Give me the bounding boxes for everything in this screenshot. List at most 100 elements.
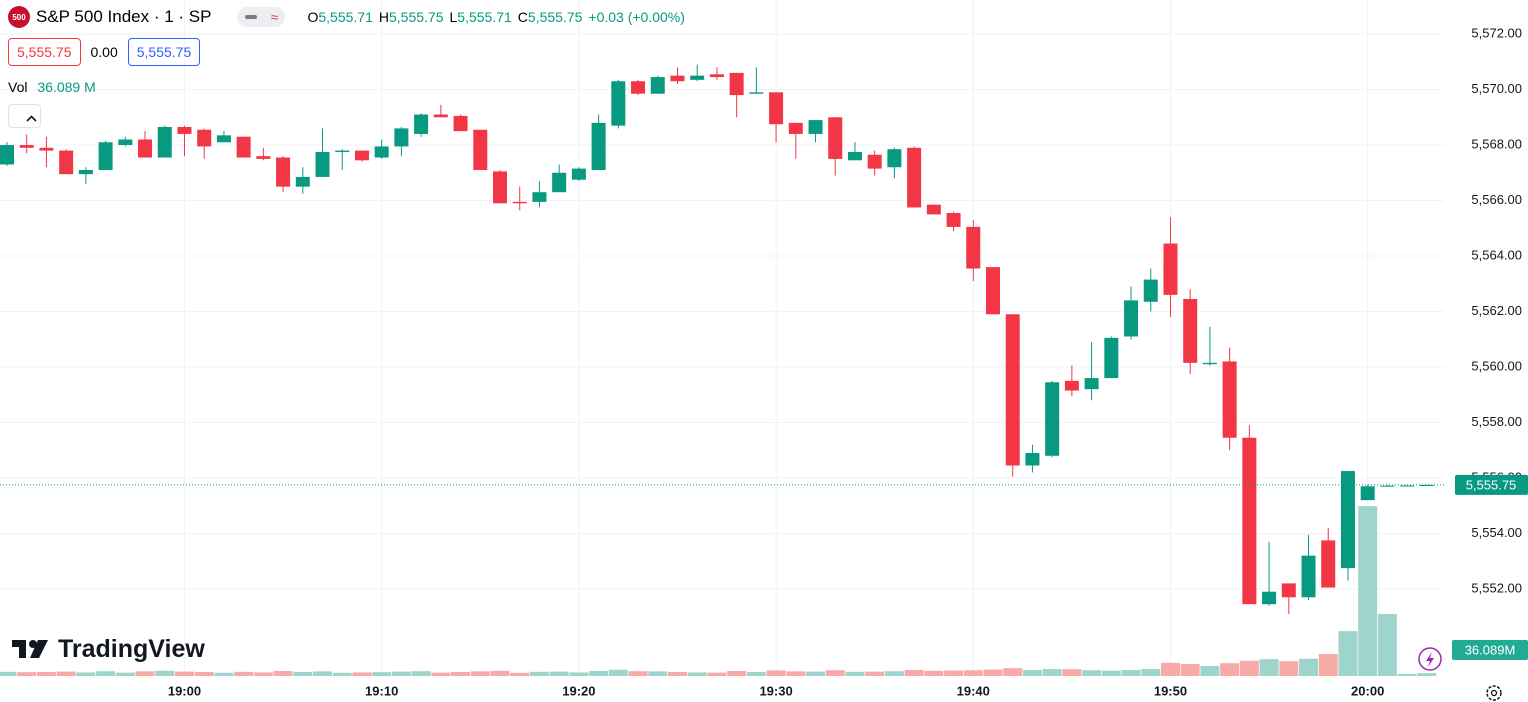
- candle-body: [197, 129, 212, 147]
- volume-bars: [0, 506, 1437, 676]
- volume-bar: [845, 671, 865, 676]
- candle-body: [59, 150, 74, 175]
- candle-body: [986, 267, 1000, 315]
- x-tick-label: 19:30: [759, 683, 792, 698]
- volume-bar: [1160, 662, 1180, 676]
- volume-bar: [194, 671, 214, 676]
- volume-bar: [648, 671, 668, 676]
- volume-key: Vol: [8, 79, 28, 95]
- volume-bar: [510, 672, 530, 676]
- candle-body: [414, 114, 429, 134]
- candle-body: [788, 122, 803, 134]
- candle-body: [532, 192, 547, 202]
- ohlc-low: L5,555.71: [449, 9, 511, 25]
- candle-body: [1400, 485, 1415, 487]
- volume-bar: [17, 672, 37, 676]
- volume-bar: [1141, 668, 1161, 676]
- candle-body: [867, 154, 882, 169]
- candle-body: [295, 176, 310, 187]
- candle-body: [78, 170, 93, 175]
- volume-legend: Vol 36.089 M: [8, 79, 96, 95]
- trade-row: 5,555.75 0.00 5,555.75: [8, 38, 201, 66]
- candles: [0, 64, 1434, 614]
- volume-bar: [1338, 631, 1358, 676]
- symbol-title[interactable]: S&P 500 Index · 1 · SP: [36, 7, 212, 26]
- volume-bar: [1003, 668, 1023, 676]
- y-tick-label: 5,564.00: [1471, 247, 1522, 262]
- gear-outer: [1486, 685, 1502, 701]
- x-tick-label: 20:00: [1351, 683, 1384, 698]
- volume-bar: [1358, 506, 1378, 676]
- gear-inner: [1490, 689, 1498, 697]
- candle-body: [1163, 243, 1178, 295]
- candle-body: [1104, 337, 1119, 379]
- volume-bar: [36, 671, 56, 676]
- candle-body: [1262, 591, 1277, 605]
- tradingview-logo[interactable]: TradingView: [12, 634, 205, 664]
- logo-text: TradingView: [58, 634, 205, 663]
- sell-button[interactable]: 5,555.75: [8, 38, 81, 66]
- volume-bar: [332, 672, 352, 676]
- settings-button[interactable]: [1486, 685, 1502, 701]
- volume-bar: [1062, 669, 1082, 676]
- indicator-pill[interactable]: ≈: [237, 7, 286, 27]
- collapse-button[interactable]: [8, 104, 41, 128]
- ohlc-close: C5,555.75: [518, 9, 583, 25]
- last-volume-tag: [1452, 640, 1528, 660]
- volume-bar: [1042, 668, 1062, 676]
- candle-body: [473, 129, 488, 171]
- value: 5,555.71: [318, 9, 373, 25]
- candle-body: [118, 139, 133, 146]
- candle-body: [1084, 378, 1099, 390]
- candle-body: [591, 122, 606, 171]
- lightning-button[interactable]: [1418, 647, 1442, 671]
- volume-bar: [76, 672, 96, 676]
- x-tick-label: 19:10: [365, 683, 398, 698]
- last-price-label: 5,555.75: [1466, 477, 1517, 492]
- volume-bar: [884, 671, 904, 676]
- candle-body: [433, 114, 448, 118]
- buy-button[interactable]: 5,555.75: [127, 38, 201, 66]
- candle-body: [354, 150, 369, 161]
- key: L: [449, 9, 458, 25]
- volume-bar: [569, 672, 589, 676]
- volume-bar: [1220, 663, 1240, 676]
- x-tick-label: 19:40: [957, 683, 990, 698]
- volume-bar: [766, 670, 786, 676]
- candle-body: [1202, 362, 1217, 365]
- volume-bar: [746, 671, 766, 676]
- volume-bar: [1318, 653, 1338, 676]
- candle-body: [1340, 471, 1355, 569]
- candle-body: [315, 151, 330, 177]
- candle-body: [1005, 314, 1020, 466]
- volume-bar: [490, 670, 510, 676]
- y-tick-label: 5,552.00: [1471, 580, 1522, 595]
- volume-bar: [667, 671, 687, 676]
- candle-body: [650, 77, 665, 94]
- candle-body: [1025, 452, 1040, 466]
- volume-bar: [214, 672, 234, 676]
- spread: 0.00: [90, 44, 118, 60]
- candle-body: [493, 171, 507, 204]
- candle-body: [1124, 300, 1139, 337]
- candle-body: [453, 115, 468, 132]
- volume-bar: [825, 670, 845, 676]
- x-tick-label: 19:20: [562, 683, 595, 698]
- candle-body: [946, 213, 961, 227]
- logo-mark: [12, 640, 48, 658]
- volume-bar: [806, 671, 826, 676]
- volume-bar: [174, 671, 194, 676]
- change: +0.03 (+0.00%): [588, 9, 685, 25]
- key: O: [307, 9, 319, 25]
- candle-body: [512, 201, 527, 204]
- volume-bar: [1082, 670, 1102, 676]
- candle-body: [1143, 279, 1158, 302]
- volume-bar: [687, 672, 707, 676]
- candle-body: [157, 127, 172, 158]
- volume-bar: [115, 672, 135, 676]
- candle-body: [19, 145, 34, 148]
- candle-body: [1419, 484, 1434, 487]
- candle-body: [177, 127, 192, 134]
- volume-bar: [1180, 663, 1200, 676]
